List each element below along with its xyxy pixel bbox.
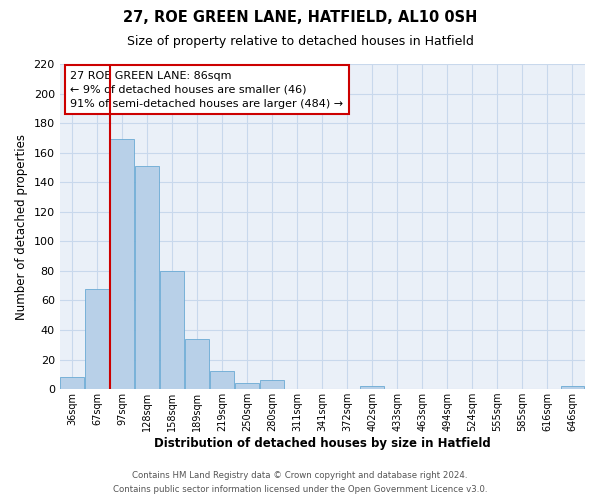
Bar [85, 288, 109, 389]
Y-axis label: Number of detached properties: Number of detached properties [15, 134, 28, 320]
Bar [110, 140, 134, 389]
Text: Contains HM Land Registry data © Crown copyright and database right 2024.
Contai: Contains HM Land Registry data © Crown c… [113, 472, 487, 494]
Bar [235, 384, 259, 389]
Text: 27, ROE GREEN LANE, HATFIELD, AL10 0SH: 27, ROE GREEN LANE, HATFIELD, AL10 0SH [123, 10, 477, 25]
Bar [560, 386, 584, 389]
Bar [136, 166, 159, 389]
Bar [211, 372, 234, 389]
Text: 27 ROE GREEN LANE: 86sqm
← 9% of detached houses are smaller (46)
91% of semi-de: 27 ROE GREEN LANE: 86sqm ← 9% of detache… [70, 70, 343, 108]
X-axis label: Distribution of detached houses by size in Hatfield: Distribution of detached houses by size … [154, 437, 491, 450]
Bar [361, 386, 384, 389]
Text: Size of property relative to detached houses in Hatfield: Size of property relative to detached ho… [127, 35, 473, 48]
Bar [160, 271, 184, 389]
Bar [185, 339, 209, 389]
Bar [260, 380, 284, 389]
Bar [60, 378, 84, 389]
